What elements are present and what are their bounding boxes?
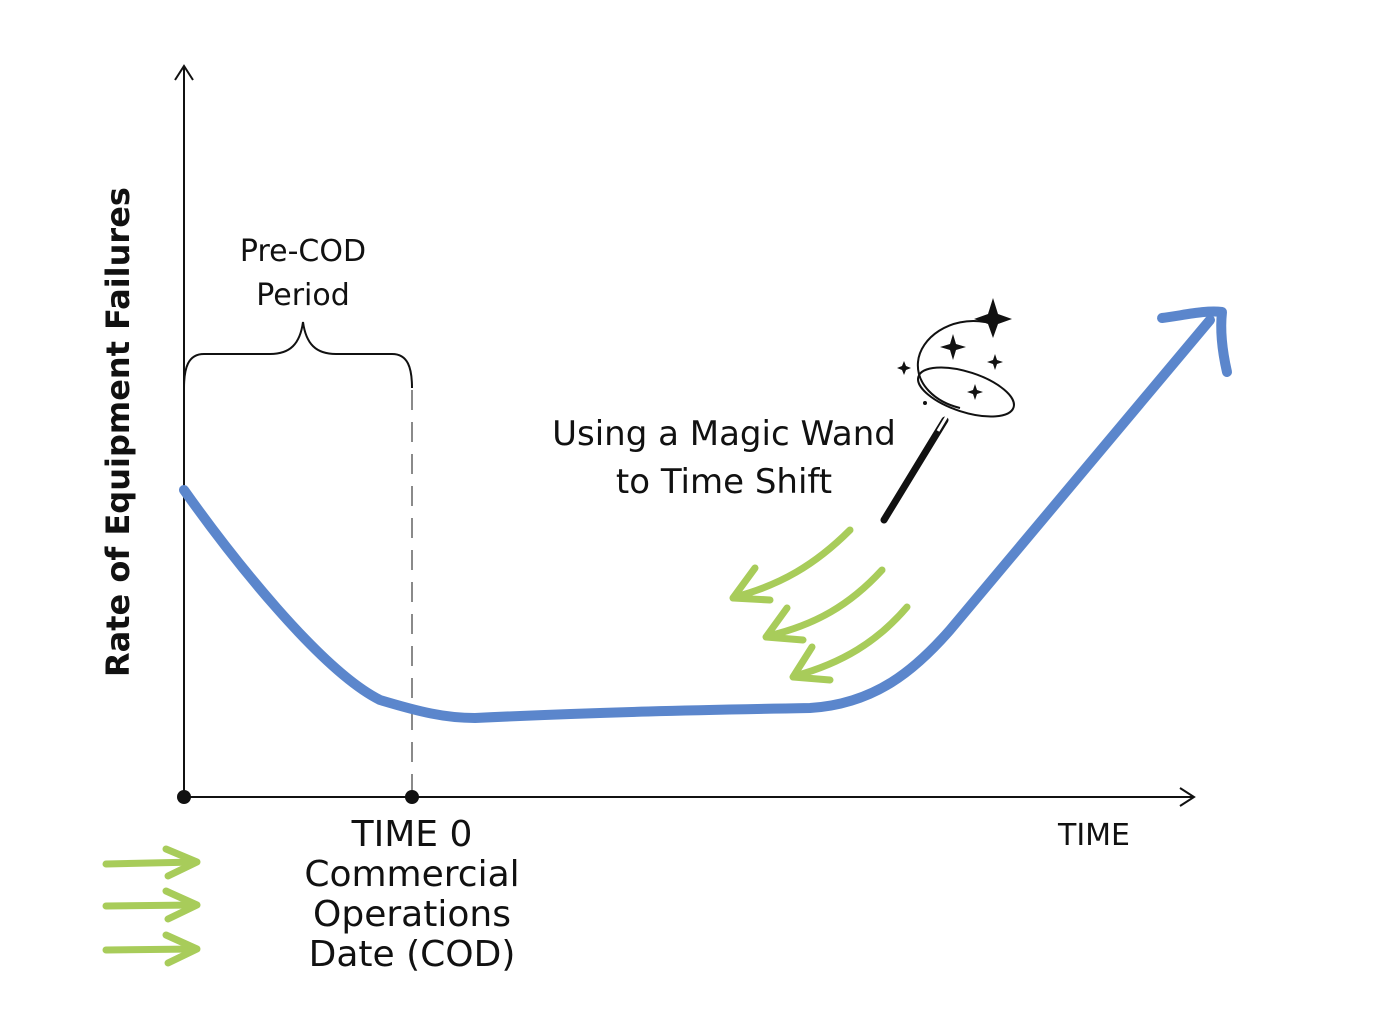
sparkle-icon <box>974 298 1012 338</box>
magic-wand-line-1: Using a Magic Wand <box>552 414 896 454</box>
x-axis-label: TIME <box>1058 818 1131 853</box>
sparkle-icon-small-2 <box>897 361 911 375</box>
forward-arrow-2 <box>102 901 200 910</box>
time-shift-arrows <box>729 526 911 684</box>
time-shift-arrow-3 <box>791 603 911 680</box>
magic-wand-label: Using a Magic Wand to Time Shift <box>514 410 934 506</box>
failure-curve <box>179 315 1215 723</box>
time-shift-arrow-2 <box>764 566 886 640</box>
pre-cod-label: Pre-COD Period <box>183 230 423 318</box>
x-axis-arrowhead <box>1179 787 1196 807</box>
cod-line-4: Date (COD) <box>308 934 516 975</box>
time-shift-arrow-2-head <box>762 604 807 644</box>
cod-line-1: TIME 0 <box>351 814 473 855</box>
magic-wand-icon <box>880 298 1015 524</box>
pre-cod-line-1: Pre-COD <box>239 234 367 269</box>
wand-swirl-ring <box>917 366 1015 418</box>
time-shift-arrow-1-head <box>729 564 774 604</box>
cod-label: TIME 0 Commercial Operations Date (COD) <box>262 815 562 975</box>
forward-arrows <box>102 845 201 967</box>
wand-stick <box>880 416 949 524</box>
sparkle-dot <box>923 401 927 405</box>
pre-cod-line-2: Period <box>256 278 350 313</box>
forward-arrow-2-head <box>162 887 201 923</box>
wand-swirl-outer <box>916 320 986 409</box>
magic-wand-line-2: to Time Shift <box>615 462 833 502</box>
y-axis-label: Rate of Equipment Failures <box>99 187 137 677</box>
time-shift-arrow-3-head <box>789 643 834 684</box>
origin-point <box>177 790 191 804</box>
y-axis-arrowhead <box>174 64 194 81</box>
forward-arrow-3 <box>102 945 200 954</box>
cod-line-3: Operations <box>313 894 511 935</box>
sparkle-icon-small-3 <box>967 384 983 400</box>
failure-curve-arrowhead <box>1157 306 1232 377</box>
forward-arrow-3-head <box>162 931 201 967</box>
forward-arrow-1-head <box>162 845 201 880</box>
forward-arrow-1 <box>102 858 200 868</box>
cod-point <box>405 790 419 804</box>
sparkle-icon-small-1 <box>987 354 1003 370</box>
pre-cod-brace <box>183 321 413 389</box>
cod-line-2: Commercial <box>304 854 520 895</box>
time-shift-arrow-1 <box>731 526 854 601</box>
sparkle-icon-medium <box>940 334 966 360</box>
wand-tip <box>936 410 952 432</box>
